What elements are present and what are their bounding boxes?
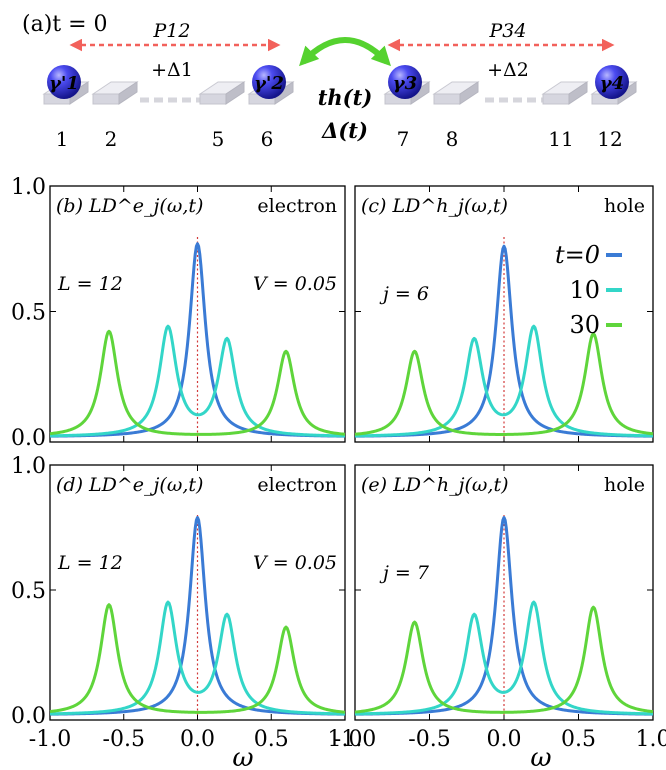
x-tick-label: -0.5: [103, 727, 145, 752]
panel-tag: electron: [257, 195, 337, 217]
arrow-right-sub: +Δ2: [487, 59, 529, 81]
majorana-label: γ'1: [49, 73, 79, 94]
x-tick-label: 1.0: [636, 727, 666, 752]
annotation-right: V = 0.05: [253, 273, 337, 295]
chain-site: [91, 81, 139, 105]
x-tick-label: 0.0: [180, 727, 215, 752]
site-label: 6: [261, 127, 274, 151]
x-tick-label: 0.5: [561, 727, 596, 752]
panel-tag: hole: [604, 474, 645, 496]
series-line-10: [354, 600, 654, 716]
series-line-10: [49, 600, 346, 716]
panel-d: 0.0 0.5 1.0 -1.0 -0.5 0.0 0.5 1.0 (d) LD^e_j(ω,t…: [11, 454, 363, 752]
chain-site: [198, 81, 246, 105]
annotation-right: V = 0.05: [253, 552, 337, 574]
majorana-sphere: γ'2: [252, 65, 286, 99]
majorana-label: γ3: [393, 73, 417, 94]
y-tick-label: 0.5: [11, 579, 46, 604]
arrow-left-label: P12: [153, 20, 191, 42]
time-label: (a)t = 0: [22, 12, 108, 37]
annotation-left: j = 7: [379, 562, 430, 584]
x-tick-label: -0.5: [408, 727, 450, 752]
site-label: 5: [212, 127, 225, 151]
panel-tag: electron: [257, 474, 337, 496]
x-tick-label: -1.0: [29, 727, 71, 752]
y-tick-label: 0.0: [11, 704, 46, 729]
chain-site: [432, 81, 480, 105]
majorana-label: γ4: [600, 73, 624, 94]
majorana-label: γ'2: [254, 73, 284, 94]
series-line-10: [49, 324, 346, 438]
site-label: 2: [105, 127, 118, 151]
majorana-sphere: γ3: [388, 65, 422, 99]
annotation-left: j = 6: [379, 283, 429, 305]
series-line-10: [354, 324, 654, 438]
legend: t=0 10 30: [555, 241, 622, 339]
legend-label: t=0: [555, 241, 600, 269]
legend-label: 10: [569, 276, 600, 304]
series-line-30: [354, 332, 654, 436]
arrow-left-sub: +Δ1: [151, 59, 193, 81]
y-tick-label: 1.0: [11, 175, 46, 200]
panel-title: (c) LD^h_j(ω,t): [361, 195, 508, 217]
coupling-arrow: [299, 37, 391, 67]
x-tick-label: 1.0: [328, 727, 363, 752]
panel-c: (c) LD^h_j(ω,t) hole j = 6 t=0 10 30: [354, 185, 654, 443]
site-label: 8: [446, 127, 459, 151]
majorana-sphere: γ'1: [47, 65, 81, 99]
site-label: 1: [56, 127, 69, 151]
annotation-left: L = 12: [57, 273, 123, 295]
y-tick-label: 0.5: [11, 300, 46, 325]
x-tick-label: 0.5: [254, 727, 289, 752]
y-tick-label: 0.0: [11, 426, 46, 451]
x-axis-label-left: ω: [232, 743, 253, 770]
series-line-30: [354, 605, 654, 714]
site-label: 7: [397, 127, 410, 151]
legend-label: 30: [569, 311, 600, 339]
x-axis-label-right: ω: [530, 743, 551, 770]
panel-b: 0.0 0.5 1.0 (b) LD^e_j(ω,t) electron L = 12 V …: [11, 175, 346, 451]
panel-title: (e) LD^h_j(ω,t): [361, 474, 509, 496]
annotation-left: L = 12: [57, 552, 123, 574]
panel-tag: hole: [604, 195, 645, 217]
site-label: 11: [548, 127, 573, 151]
coupling-label-2: Δ(t): [321, 118, 368, 143]
chain-site: [541, 81, 589, 105]
y-tick-label: 1.0: [11, 454, 46, 479]
series-line-30: [49, 329, 346, 436]
panel-title: (d) LD^e_j(ω,t): [56, 474, 203, 496]
coupling-label-1: th(t): [318, 85, 373, 110]
series-line-30: [49, 603, 346, 714]
arrow-right-label: P34: [489, 20, 527, 42]
majorana-sphere: γ4: [595, 65, 629, 99]
x-tick-label: 0.0: [487, 727, 522, 752]
panel-e: -1.0 -0.5 0.0 0.5 1.0 (e) LD^h_j(ω,t) hole j = …: [334, 464, 666, 752]
x-tick-label: -1.0: [334, 727, 376, 752]
site-label: 12: [597, 127, 622, 151]
panel-title: (b) LD^e_j(ω,t): [56, 195, 203, 217]
